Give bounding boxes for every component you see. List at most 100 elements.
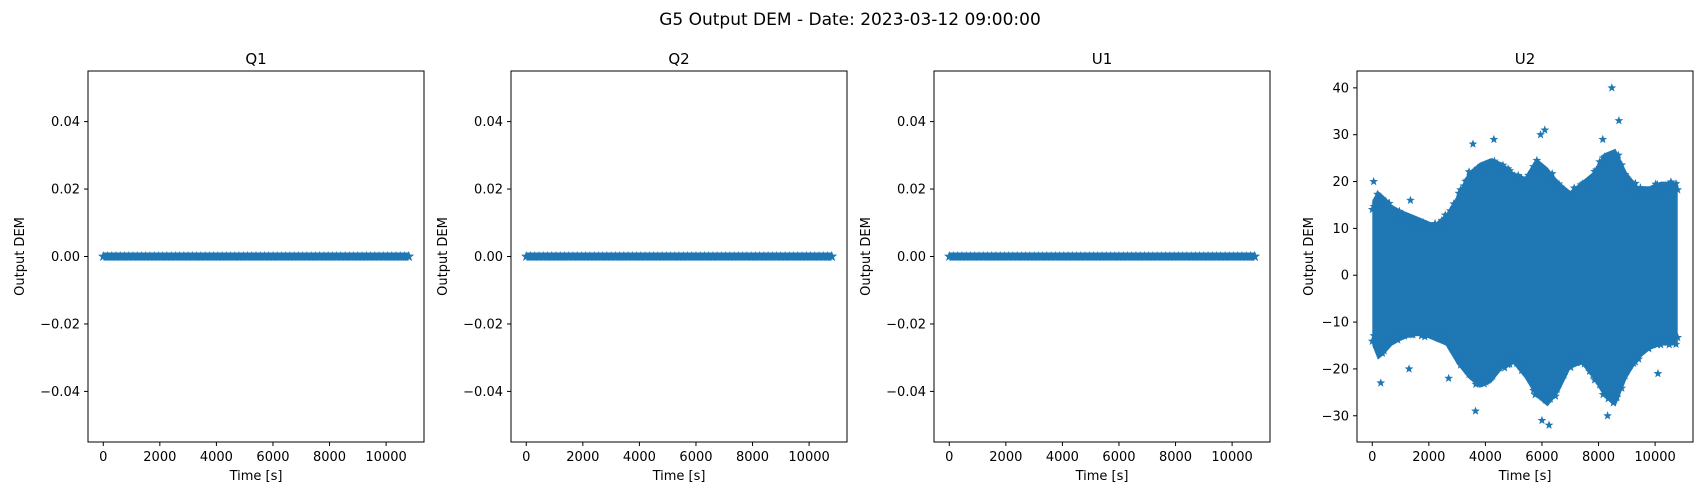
data-point: [944, 251, 955, 261]
subplot-title: U1: [1092, 50, 1113, 68]
data-point: [1003, 251, 1014, 261]
data-point: [1423, 222, 1433, 231]
data-point: [1505, 166, 1515, 175]
data-point: [174, 251, 185, 261]
data-point: [1451, 203, 1460, 212]
data-point: [1185, 251, 1197, 261]
data-point: [1518, 179, 1528, 189]
x-tick-label: 10000: [365, 450, 406, 465]
y-tick-label: −0.04: [886, 385, 926, 400]
data-point: [119, 251, 130, 261]
data-point: [1425, 327, 1435, 336]
data-point: [1241, 251, 1252, 261]
data-point: [1410, 325, 1420, 335]
data-point: [724, 251, 736, 261]
data-point: [1020, 251, 1031, 261]
data-point: [550, 251, 562, 261]
data-point: [144, 251, 156, 261]
data-point: [1564, 357, 1574, 367]
data-point: [1501, 170, 1511, 179]
outlier-point: [1540, 125, 1550, 134]
data-point: [1374, 342, 1384, 351]
data-point: [1549, 380, 1559, 390]
x-tick-label: 8000: [736, 450, 769, 465]
data-point: [1173, 251, 1184, 261]
y-tick-label: 0.04: [474, 115, 503, 130]
y-tick-label: −30: [1322, 409, 1349, 424]
data-point: [618, 251, 630, 261]
x-tick-label: 8000: [1159, 450, 1192, 465]
data-point: [1654, 191, 1664, 200]
data-point: [1413, 325, 1423, 335]
data-point: [1062, 251, 1074, 261]
data-point: [973, 251, 985, 261]
data-point: [1507, 350, 1516, 359]
data-point: [1495, 363, 1504, 372]
data-point: [395, 251, 406, 261]
data-point: [1461, 358, 1470, 368]
data-point: [686, 251, 697, 261]
data-point: [1371, 339, 1381, 349]
data-point: [1513, 170, 1523, 180]
data-point: [1610, 152, 1620, 161]
data-point: [584, 251, 596, 261]
data-point: [1624, 176, 1633, 185]
data-point: [1520, 363, 1530, 372]
data-point: [1067, 251, 1078, 261]
data-point: [990, 251, 1002, 261]
data-point: [1666, 177, 1676, 186]
data-point: [1491, 169, 1501, 178]
data-point: [131, 251, 143, 261]
x-tick-label: 2000: [566, 450, 599, 465]
series-markers: [521, 251, 837, 261]
data-point: [305, 251, 317, 261]
data-point: [597, 251, 608, 261]
data-point: [1371, 199, 1381, 208]
data-point: [297, 251, 308, 261]
data-point: [1369, 331, 1379, 340]
outlier-point: [1612, 392, 1622, 401]
data-point: [1593, 165, 1603, 175]
data-point: [1574, 348, 1584, 357]
data-point: [1671, 179, 1681, 188]
data-point: [1384, 198, 1394, 208]
x-axis-label: Time [s]: [229, 469, 283, 484]
y-axis-label: Output DEM: [859, 217, 874, 296]
data-point: [1126, 251, 1137, 261]
data-point: [1602, 385, 1611, 394]
data-point: [1669, 337, 1679, 346]
data-point: [961, 251, 972, 261]
data-point: [1652, 180, 1662, 189]
data-point: [1420, 224, 1430, 233]
data-point: [1058, 251, 1070, 261]
data-point: [246, 251, 257, 261]
data-point: [813, 251, 825, 261]
data-point: [1075, 251, 1087, 261]
data-point: [199, 251, 211, 261]
data-point: [335, 251, 347, 261]
data-point: [1198, 251, 1210, 261]
data-point: [1147, 251, 1159, 261]
data-point: [1549, 176, 1559, 185]
data-point: [1483, 373, 1493, 382]
data-point: [1581, 177, 1591, 187]
data-point: [1430, 218, 1440, 228]
data-point: [1554, 375, 1564, 384]
data-point: [352, 251, 364, 261]
data-point: [1641, 337, 1650, 346]
data-point: [1540, 169, 1550, 178]
data-point: [788, 251, 799, 261]
data-point: [1619, 369, 1628, 378]
data-point: [250, 251, 262, 261]
data-point: [1469, 171, 1479, 180]
data-point: [1617, 160, 1627, 169]
data-point: [1636, 183, 1645, 192]
data-point: [1484, 369, 1494, 378]
data-point: [1656, 340, 1666, 349]
data-point: [178, 251, 190, 261]
data-point: [331, 251, 342, 261]
data-point: [1661, 329, 1671, 339]
data-point: [98, 251, 109, 261]
y-tick-label: 0.00: [474, 250, 503, 265]
data-point: [1134, 251, 1146, 261]
